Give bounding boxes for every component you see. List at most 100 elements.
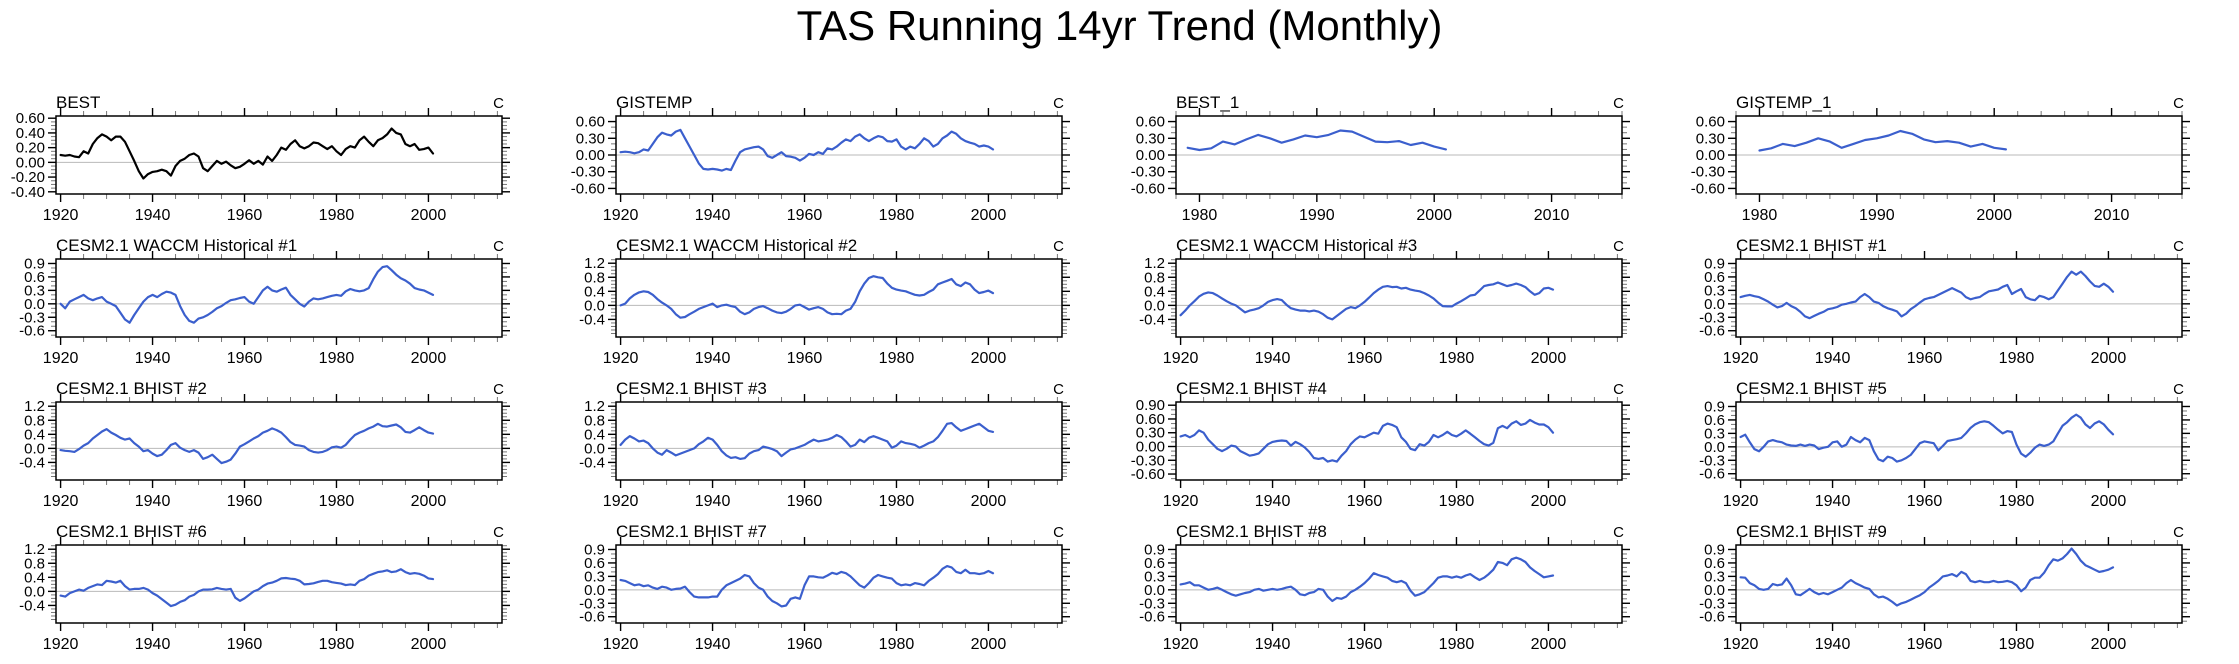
panel-unit-label: C xyxy=(493,381,504,398)
y-tick-label: 0.40 xyxy=(16,125,45,142)
chart-panel: BEST C 1920 1940 1960 1980 2000 0.60 0.40 0.20 0.0… xyxy=(0,82,560,225)
panel-title: CESM2.1 WACCM Historical #2 xyxy=(616,236,857,255)
y-tick-label: 0.8 xyxy=(1144,269,1165,286)
chart-panel: CESM2.1 WACCM Historical #1 C 1920 1940 1960… xyxy=(0,225,560,368)
y-tick-label: -0.3 xyxy=(19,309,45,326)
chart-panel: GISTEMP C 1920 1940 1960 1980 2000 0.60 0.30 0.00… xyxy=(560,82,1120,225)
y-tick-label: -0.60 xyxy=(1131,466,1165,483)
x-tick-label: 2000 xyxy=(2091,350,2127,367)
chart-svg: CESM2.1 BHIST #6 C 1920 1940 1960 1980 2000 1.2… xyxy=(19,522,510,653)
y-tick-label: 0.9 xyxy=(1704,255,1725,272)
y-tick-label: 0.0 xyxy=(1704,439,1725,456)
y-tick-label: -0.6 xyxy=(1699,323,1725,340)
y-tick-label: -0.4 xyxy=(19,597,45,614)
x-tick-label: 1940 xyxy=(1815,493,1851,510)
x-tick-label: 2000 xyxy=(971,636,1007,653)
x-tick-label: 1980 xyxy=(1742,207,1778,224)
plot-box xyxy=(1175,258,1623,338)
y-tick-label: -0.30 xyxy=(571,164,605,181)
x-tick-label: 1920 xyxy=(603,636,639,653)
x-tick-label: 1960 xyxy=(227,207,263,224)
y-tick-label: 0.6 xyxy=(1144,555,1165,572)
y-tick-label: -0.4 xyxy=(19,454,45,471)
y-tick-label: 0.60 xyxy=(16,110,45,127)
y-tick-label: 0.30 xyxy=(1136,130,1165,147)
data-line xyxy=(1758,129,2007,152)
y-tick-label: -0.6 xyxy=(579,609,605,626)
y-tick-label: 0.00 xyxy=(1136,147,1165,164)
y-tick-label: 0.00 xyxy=(576,147,605,164)
y-tick-label: -0.6 xyxy=(1699,609,1725,626)
panel-title: CESM2.1 BHIST #4 xyxy=(1176,379,1327,398)
x-tick-label: 1920 xyxy=(603,493,639,510)
data-line xyxy=(619,421,995,461)
y-tick-label: -0.6 xyxy=(1139,609,1165,626)
panel-title: CESM2.1 BHIST #6 xyxy=(56,522,207,541)
x-tick-label: 1960 xyxy=(787,207,823,224)
plot-box xyxy=(1735,544,2183,624)
panel-title: GISTEMP xyxy=(616,93,693,112)
plot-box xyxy=(1175,544,1623,624)
y-tick-label: 0.4 xyxy=(584,426,605,443)
y-tick-label: 0.0 xyxy=(584,297,605,314)
x-tick-label: 1980 xyxy=(319,636,355,653)
data-line xyxy=(1179,556,1555,603)
panel-unit-label: C xyxy=(1053,238,1064,255)
y-tick-label: 0.0 xyxy=(1704,296,1725,313)
y-tick-label: 0.3 xyxy=(1704,282,1725,299)
panel-unit-label: C xyxy=(1613,95,1624,112)
y-tick-label: 0.3 xyxy=(1704,568,1725,585)
x-tick-label: 1980 xyxy=(1182,207,1218,224)
y-tick-label: -0.3 xyxy=(1699,309,1725,326)
x-tick-label: 1990 xyxy=(1859,207,1895,224)
panel-title: CESM2.1 WACCM Historical #1 xyxy=(56,236,297,255)
y-tick-label: 0.3 xyxy=(1704,425,1725,442)
y-tick-label: 0.6 xyxy=(24,269,45,286)
chart-svg: CESM2.1 WACCM Historical #2 C 1920 1940 1960… xyxy=(579,236,1070,367)
x-tick-label: 1940 xyxy=(135,493,171,510)
x-tick-label: 1940 xyxy=(1255,493,1291,510)
chart-svg: CESM2.1 BHIST #7 C 1920 1940 1960 1980 2000 0.9… xyxy=(579,522,1070,653)
x-tick-label: 1960 xyxy=(787,636,823,653)
x-tick-label: 1980 xyxy=(1999,350,2035,367)
panel-title: GISTEMP_1 xyxy=(1736,93,1831,112)
y-tick-label: 0.4 xyxy=(584,283,605,300)
y-tick-label: -0.30 xyxy=(1691,164,1725,181)
y-tick-label: -0.3 xyxy=(1139,595,1165,612)
x-tick-label: 1940 xyxy=(695,350,731,367)
y-tick-label: 0.00 xyxy=(16,154,45,171)
x-tick-label: 1980 xyxy=(879,350,915,367)
chart-panel: BEST_1 C 1980 1990 2000 2010 0.60 0.30 0.00 -0.30… xyxy=(1120,82,1680,225)
x-tick-label: 1940 xyxy=(1815,350,1851,367)
data-line xyxy=(59,127,435,180)
x-tick-label: 1980 xyxy=(879,636,915,653)
y-tick-label: 0.0 xyxy=(24,583,45,600)
x-tick-label: 1920 xyxy=(1723,636,1759,653)
x-tick-label: 2000 xyxy=(411,636,447,653)
panel-title: CESM2.1 WACCM Historical #3 xyxy=(1176,236,1417,255)
chart-panel: CESM2.1 BHIST #1 C 1920 1940 1960 1980 2000 0.9… xyxy=(1680,225,2239,368)
x-tick-label: 2000 xyxy=(2091,493,2127,510)
chart-panel: CESM2.1 BHIST #8 C 1920 1940 1960 1980 2000 0.9… xyxy=(1120,511,1680,654)
plot-box xyxy=(615,544,1063,624)
chart-panel: CESM2.1 BHIST #3 C 1920 1940 1960 1980 2000 1.2… xyxy=(560,368,1120,511)
x-tick-label: 1980 xyxy=(879,207,915,224)
x-tick-label: 1980 xyxy=(1439,350,1475,367)
y-tick-label: 0.9 xyxy=(1704,541,1725,558)
x-tick-label: 1960 xyxy=(227,636,263,653)
y-tick-label: 0.00 xyxy=(1136,439,1165,456)
y-tick-label: 0.6 xyxy=(1704,555,1725,572)
x-tick-label: 1940 xyxy=(135,350,171,367)
chart-svg: CESM2.1 WACCM Historical #1 C 1920 1940 1960… xyxy=(19,236,510,367)
x-tick-label: 1940 xyxy=(1815,636,1851,653)
x-tick-label: 1980 xyxy=(319,350,355,367)
panel-title: CESM2.1 BHIST #3 xyxy=(616,379,767,398)
x-tick-label: 1980 xyxy=(319,493,355,510)
x-tick-label: 1980 xyxy=(319,207,355,224)
plot-box xyxy=(615,401,1063,481)
y-tick-label: -0.60 xyxy=(1691,180,1725,197)
x-tick-label: 2000 xyxy=(411,350,447,367)
x-tick-label: 1920 xyxy=(1163,350,1199,367)
panel-unit-label: C xyxy=(2173,238,2184,255)
y-tick-label: 0.30 xyxy=(1136,425,1165,442)
